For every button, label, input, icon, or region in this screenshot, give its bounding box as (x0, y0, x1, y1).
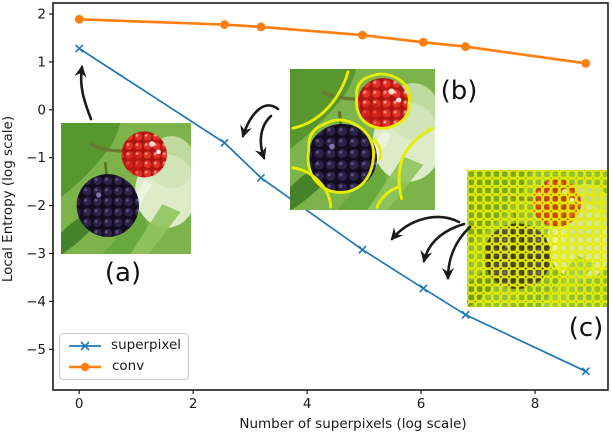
y-tick-label: −3 (26, 246, 46, 262)
marker-x-superpixel (75, 44, 84, 53)
x-axis-label: Number of superpixels (log scale) (239, 416, 466, 432)
image-label-a: (a) (105, 258, 141, 288)
image-label-b: (b) (441, 76, 478, 106)
y-tick-label: 0 (37, 102, 46, 118)
legend-item-superpixel: superpixel (67, 336, 181, 356)
y-tick-label: −1 (26, 150, 46, 166)
x-tick-label: 8 (531, 396, 540, 412)
arrow-c-to-curve-right-icon (441, 225, 472, 281)
image-original-photo (61, 123, 191, 254)
x-tick-label: 2 (189, 396, 198, 412)
legend-item-conv: conv (67, 357, 181, 377)
marker-x-superpixel (581, 367, 590, 376)
marker-circle-conv (581, 58, 591, 68)
arrow-c-to-curve-left-icon (390, 215, 461, 241)
y-tick-label: −2 (26, 198, 46, 214)
marker-circle-conv (418, 37, 428, 47)
marker-x-superpixel (358, 245, 367, 254)
arrow-a-to-curve-icon (74, 64, 93, 121)
marker-x-superpixel (461, 310, 470, 319)
x-tick-label: 4 (303, 396, 312, 412)
arrow-b-to-curve-left-icon (240, 104, 280, 138)
marker-circle-conv (461, 42, 470, 51)
legend-label-superpixel: superpixel (111, 337, 181, 354)
arrow-b-to-curve-down-icon (254, 114, 273, 160)
marker-circle-conv (220, 20, 229, 29)
y-axis-ticks: 2 1 0 −1 −2 −3 −4 −5 (26, 7, 53, 358)
y-tick-label: −5 (26, 342, 46, 358)
marker-circle-conv (74, 14, 84, 24)
data-series-layer (74, 14, 591, 376)
y-axis-label: Local Entropy (log scale) (0, 116, 16, 282)
legend: superpixel conv (59, 333, 189, 380)
legend-swatch-superpixel-icon (69, 341, 101, 351)
y-tick-label: −4 (26, 294, 46, 310)
y-tick-label: 1 (37, 54, 46, 70)
marker-x-superpixel (256, 173, 266, 182)
x-tick-label: 0 (75, 396, 84, 412)
image-coarse-superpixels (290, 69, 436, 210)
marker-x-superpixel (419, 284, 428, 293)
marker-x-superpixel (220, 138, 229, 148)
marker-circle-conv (256, 22, 266, 32)
image-dense-superpixels (467, 170, 607, 308)
y-tick-label: 2 (37, 7, 46, 23)
marker-circle-conv (358, 30, 367, 40)
image-label-c: (c) (569, 313, 604, 343)
x-tick-label: 6 (417, 396, 426, 412)
arrow-c-to-curve-mid-icon (420, 222, 466, 263)
legend-label-conv: conv (112, 358, 145, 375)
legend-swatch-conv-icon (69, 362, 101, 372)
x-axis-ticks: 0 2 4 6 8 (75, 390, 539, 412)
